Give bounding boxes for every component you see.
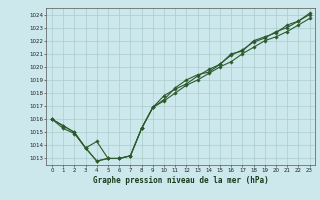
X-axis label: Graphe pression niveau de la mer (hPa): Graphe pression niveau de la mer (hPa) [93, 176, 269, 185]
